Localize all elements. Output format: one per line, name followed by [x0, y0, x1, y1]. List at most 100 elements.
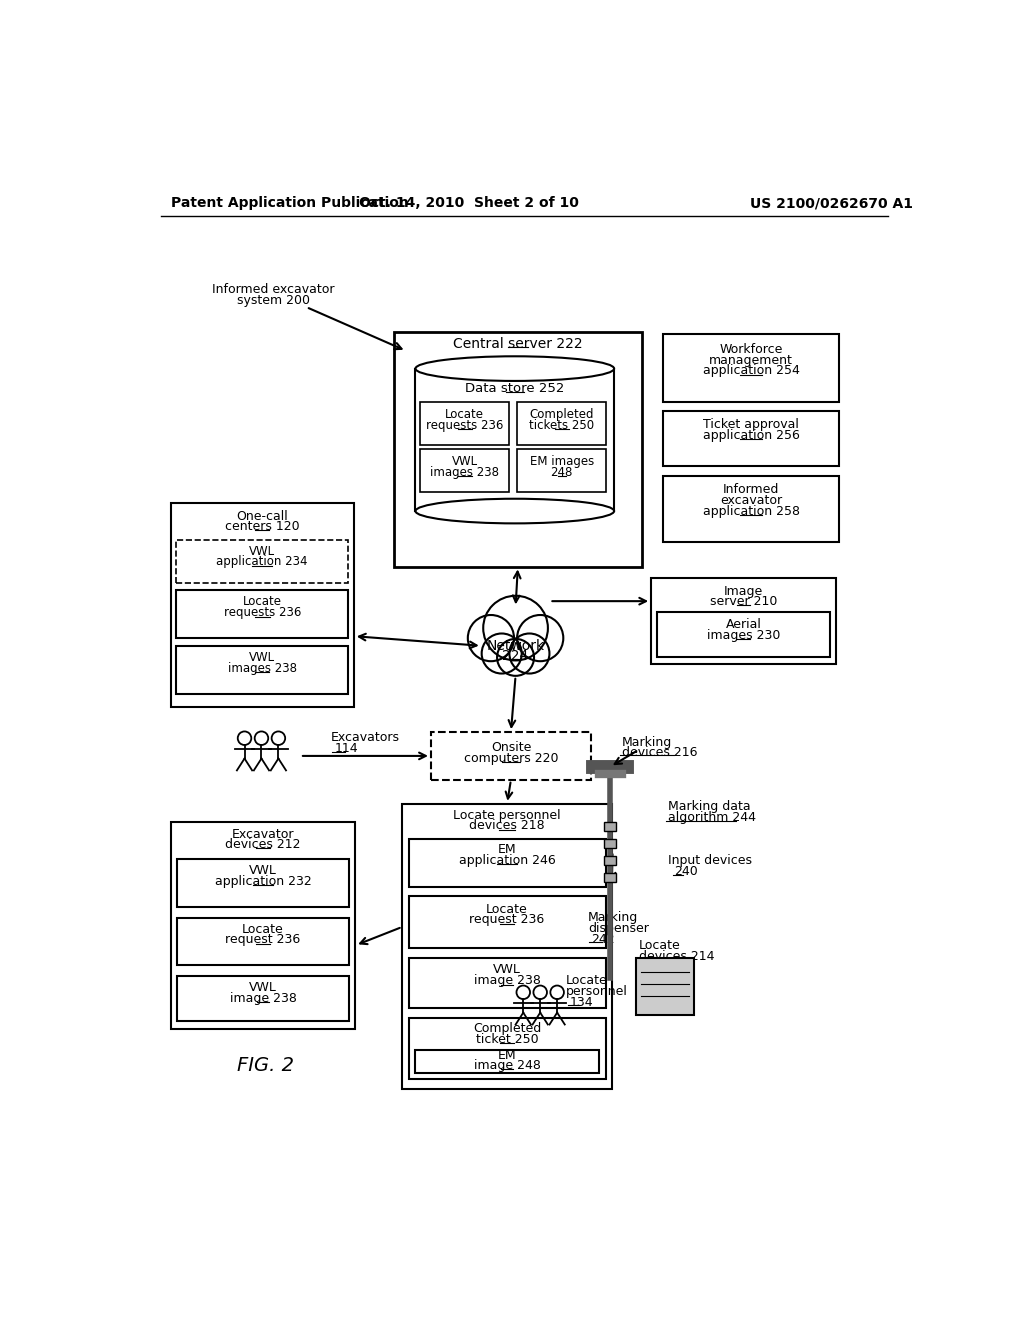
Text: Marking data: Marking data — [668, 800, 751, 813]
Text: Ticket approval: Ticket approval — [703, 418, 799, 432]
Text: devices 214: devices 214 — [639, 949, 715, 962]
Text: 240: 240 — [674, 865, 698, 878]
Bar — [171, 503, 354, 708]
Bar — [171, 822, 355, 1028]
Bar — [176, 540, 348, 582]
Text: devices 218: devices 218 — [469, 820, 545, 833]
Text: centers 120: centers 120 — [225, 520, 300, 533]
Bar — [416, 368, 614, 511]
Bar — [409, 896, 605, 949]
Text: 134: 134 — [569, 995, 593, 1008]
Text: Excavators: Excavators — [331, 731, 399, 744]
Bar — [651, 578, 836, 664]
Text: Locate: Locate — [486, 903, 528, 916]
Bar — [177, 917, 349, 965]
Text: Informed excavator: Informed excavator — [212, 282, 334, 296]
Circle shape — [255, 731, 268, 744]
Circle shape — [481, 634, 521, 673]
Text: Locate: Locate — [639, 939, 681, 952]
Bar — [177, 977, 349, 1020]
Text: Completed: Completed — [529, 408, 594, 421]
Bar — [420, 403, 509, 445]
Bar — [415, 1051, 599, 1073]
Text: VWL: VWL — [249, 981, 276, 994]
Text: Data store 252: Data store 252 — [465, 381, 564, 395]
Text: Onsite: Onsite — [490, 741, 531, 754]
Text: VWL: VWL — [249, 865, 276, 878]
Text: image 238: image 238 — [474, 974, 541, 987]
Text: request 236: request 236 — [225, 933, 301, 946]
Text: Patent Application Publication: Patent Application Publication — [171, 197, 409, 210]
Text: Informed: Informed — [723, 483, 779, 496]
Ellipse shape — [416, 499, 614, 524]
Circle shape — [534, 986, 547, 999]
Text: Input devices: Input devices — [668, 854, 752, 867]
Text: image 238: image 238 — [229, 991, 296, 1005]
Text: management: management — [710, 354, 794, 367]
Bar — [604, 822, 616, 832]
Text: Excavator: Excavator — [231, 828, 294, 841]
Bar — [409, 958, 605, 1007]
Circle shape — [516, 986, 530, 999]
Bar — [402, 804, 611, 1089]
Bar — [409, 840, 605, 887]
Text: VWL: VWL — [249, 651, 275, 664]
Circle shape — [550, 986, 564, 999]
Text: EM: EM — [498, 843, 516, 857]
Text: devices 216: devices 216 — [622, 746, 697, 759]
Text: Locate: Locate — [445, 408, 484, 421]
Bar — [664, 475, 839, 543]
Bar — [420, 450, 509, 492]
Text: Locate: Locate — [242, 923, 284, 936]
Text: application 254: application 254 — [702, 364, 800, 378]
Bar — [176, 590, 348, 638]
Circle shape — [483, 595, 548, 660]
Bar — [176, 645, 348, 693]
Text: 248: 248 — [551, 466, 573, 479]
Text: EM: EM — [498, 1049, 516, 1063]
Text: Central server 222: Central server 222 — [453, 337, 583, 351]
Text: US 2100/0262670 A1: US 2100/0262670 A1 — [750, 197, 912, 210]
Text: application 234: application 234 — [216, 556, 308, 569]
Text: images 230: images 230 — [707, 628, 780, 642]
Bar — [657, 612, 829, 656]
Text: Marking: Marking — [622, 735, 672, 748]
Text: requests 236: requests 236 — [426, 418, 504, 432]
Text: Workforce: Workforce — [720, 343, 783, 356]
Bar — [604, 840, 616, 849]
Text: 242: 242 — [591, 933, 614, 945]
Text: image 248: image 248 — [474, 1059, 541, 1072]
Text: application 246: application 246 — [459, 854, 555, 867]
Text: FIG. 2: FIG. 2 — [237, 1056, 294, 1074]
Text: EM images: EM images — [529, 455, 594, 469]
Circle shape — [238, 731, 251, 744]
Text: algorithm 244: algorithm 244 — [668, 810, 756, 824]
Text: excavator: excavator — [720, 494, 782, 507]
Text: application 258: application 258 — [702, 504, 800, 517]
Text: request 236: request 236 — [469, 913, 545, 927]
Text: Oct. 14, 2010  Sheet 2 of 10: Oct. 14, 2010 Sheet 2 of 10 — [359, 197, 580, 210]
Text: images 238: images 238 — [430, 466, 500, 479]
Text: Image: Image — [724, 585, 763, 598]
Text: devices 212: devices 212 — [225, 838, 301, 851]
Circle shape — [517, 615, 563, 661]
Text: Locate: Locate — [243, 595, 282, 609]
Text: system 200: system 200 — [237, 294, 309, 308]
Text: Locate personnel: Locate personnel — [454, 809, 561, 822]
Circle shape — [271, 731, 285, 744]
Bar — [409, 1018, 605, 1080]
Text: Network: Network — [486, 639, 545, 653]
Text: VWL: VWL — [494, 964, 521, 977]
Text: application 232: application 232 — [215, 875, 311, 888]
Bar — [517, 450, 606, 492]
Text: images 238: images 238 — [227, 661, 297, 675]
Text: VWL: VWL — [249, 545, 275, 558]
Text: Locate: Locate — [565, 974, 607, 987]
Text: requests 236: requests 236 — [223, 606, 301, 619]
Text: server 210: server 210 — [710, 594, 777, 607]
Text: computers 220: computers 220 — [464, 751, 558, 764]
Bar — [517, 403, 606, 445]
FancyBboxPatch shape — [636, 958, 694, 1015]
Text: One-call: One-call — [237, 510, 288, 523]
Text: 114: 114 — [335, 742, 358, 755]
